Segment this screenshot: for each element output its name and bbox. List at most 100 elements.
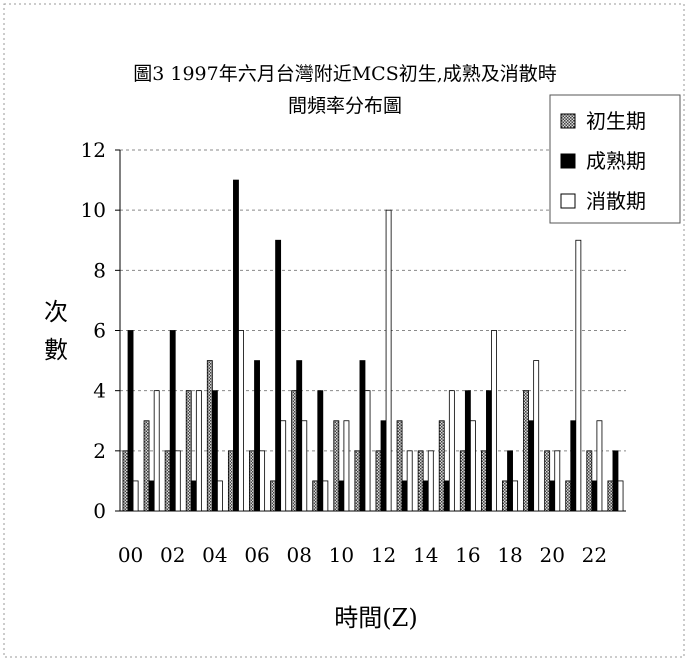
bar-initiation-10 [333,420,340,512]
y-tick-label: 12 [81,138,106,162]
bar-dissipation-06 [259,450,266,512]
bar-mature-15 [443,480,450,512]
bar-mature-23 [612,450,619,512]
bar-dissipation-07 [280,420,287,512]
bar-initiation-17 [480,450,487,512]
bar-dissipation-04 [216,480,223,512]
bar-mature-06 [254,360,260,512]
bar-mature-07 [275,239,282,512]
bar-dissipation-19 [533,360,540,512]
y-tick-label: 4 [93,379,106,403]
bars [122,179,624,512]
bar-initiation-08 [291,390,298,512]
bar-dissipation-02 [174,450,181,512]
bar-mature-22 [591,480,598,512]
bar-mature-18 [507,450,513,512]
bar-initiation-11 [354,450,361,512]
y-tick-label: 8 [93,258,106,282]
bar-dissipation-22 [596,420,603,512]
bar-dissipation-03 [195,390,202,512]
bar-dissipation-11 [364,390,371,512]
bar-mature-13 [401,480,408,512]
bar-initiation-18 [502,480,508,512]
bar-initiation-19 [523,390,529,512]
x-tick-label: 10 [329,543,354,567]
bar-mature-04 [211,390,218,512]
y-tick-labels: 0 2 4 6 8 10 12 [81,138,106,523]
bar-dissipation-21 [575,239,582,512]
chart-frame [3,3,685,658]
bar-initiation-04 [206,360,213,512]
bar-initiation-22 [586,450,593,512]
bar-mature-19 [528,420,535,512]
y-axis-label-char-1: 次 [44,298,68,326]
x-tick-label: 08 [286,543,311,567]
bar-dissipation-18 [512,480,519,512]
bar-dissipation-15 [448,390,455,512]
bar-mature-08 [296,360,303,512]
bar-dissipation-14 [427,450,434,512]
x-tick-labels: 00 02 04 06 08 10 12 14 16 18 20 22 [118,543,607,567]
x-tick-label: 04 [202,543,227,567]
bar-dissipation-00 [132,480,139,512]
bar-dissipation-05 [238,330,244,512]
y-tick-label: 10 [81,198,106,222]
bar-initiation-01 [143,420,150,512]
gridlines [115,149,626,512]
bar-dissipation-23 [617,480,624,512]
bar-initiation-21 [565,480,572,512]
legend-label-initiation: 初生期 [586,109,646,133]
bar-dissipation-10 [343,420,350,512]
bar-initiation-05 [227,450,234,512]
x-tick-label: 18 [497,543,522,567]
bar-mature-09 [317,390,324,512]
bar-mature-01 [148,480,155,512]
bar-initiation-20 [544,450,551,512]
bar-mature-20 [549,480,556,512]
bar-mature-17 [486,390,492,512]
bar-mature-00 [127,330,134,512]
bar-mature-21 [570,420,577,512]
bar-initiation-07 [270,480,276,512]
x-tick-label: 00 [118,543,143,567]
x-tick-label: 16 [455,543,480,567]
legend-swatch-dissipation [560,193,576,209]
legend-label-mature: 成熟期 [586,149,646,173]
x-axis-label: 時間(Z) [334,604,417,632]
bar-dissipation-17 [491,330,497,512]
bar-initiation-13 [396,420,403,512]
bar-initiation-12 [375,450,382,512]
bar-dissipation-13 [406,450,413,512]
bar-initiation-09 [312,480,319,512]
bar-initiation-15 [438,420,445,512]
legend: 初生期 成熟期 消散期 [549,94,681,224]
x-tick-label: 02 [160,543,185,567]
bar-dissipation-09 [322,480,329,512]
legend-swatch-initiation [560,113,576,129]
bar-initiation-14 [417,450,424,512]
bar-initiation-16 [459,450,466,512]
legend-label-dissipation: 消散期 [586,189,646,213]
bar-mature-14 [422,480,429,512]
y-tick-label: 0 [93,499,106,523]
bar-dissipation-01 [153,390,160,512]
bar-dissipation-20 [554,450,561,512]
chart-title-line-1: 圖3 1997年六月台灣附近MCS初生,成熟及消散時 [133,63,557,85]
bar-initiation-03 [185,390,192,512]
legend-swatch-mature [560,153,576,169]
bar-mature-05 [233,179,239,512]
x-tick-label: 12 [371,543,396,567]
bar-initiation-02 [164,450,171,512]
bar-mature-16 [464,390,471,512]
bar-initiation-06 [249,450,255,512]
bar-mature-03 [190,480,197,512]
bar-dissipation-12 [385,209,392,512]
y-axis-label-char-2: 數 [44,336,68,364]
bar-mature-12 [380,420,387,512]
bar-initiation-00 [122,450,129,512]
bar-mature-10 [338,480,345,512]
y-tick-label: 2 [93,439,106,463]
bar-mature-02 [169,330,176,512]
x-tick-label: 06 [244,543,269,567]
